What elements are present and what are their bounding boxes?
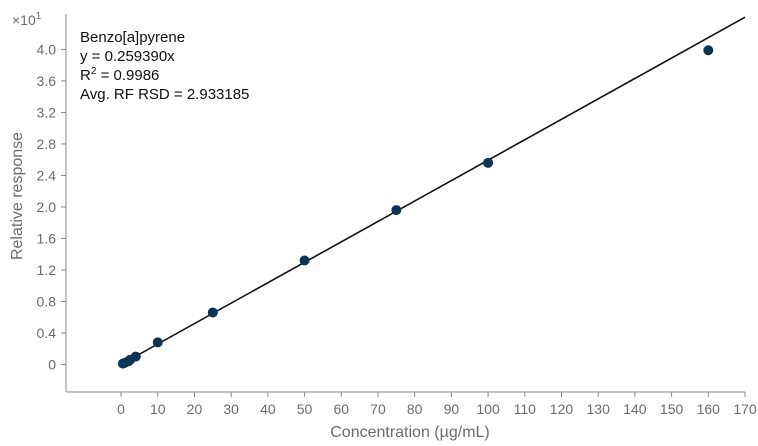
y-tick-label: 0 bbox=[48, 356, 56, 372]
y-tick-label: 2.8 bbox=[37, 136, 57, 152]
x-tick-label: 120 bbox=[550, 401, 574, 417]
y-axis-title: Relative response bbox=[9, 132, 26, 260]
x-tick-label: 140 bbox=[623, 401, 647, 417]
annotation-r2-prefix: R bbox=[80, 67, 91, 84]
x-tick-label: 110 bbox=[514, 401, 537, 417]
data-point bbox=[391, 205, 402, 216]
x-tick-label: 10 bbox=[150, 401, 166, 417]
annotation-r2: R2 = 0.9986 bbox=[80, 66, 159, 84]
x-tick-label: 90 bbox=[444, 401, 460, 417]
x-tick-label: 50 bbox=[297, 401, 313, 417]
x-tick-label: 130 bbox=[587, 401, 611, 417]
y-tick-label: 1.2 bbox=[37, 262, 57, 278]
y-tick-label: 3.6 bbox=[37, 73, 57, 89]
x-tick-label: 170 bbox=[733, 401, 757, 417]
data-point bbox=[130, 351, 141, 362]
y-multiplier: ×101 bbox=[12, 11, 42, 28]
y-tick-label: 2.0 bbox=[37, 199, 57, 215]
data-point bbox=[299, 255, 310, 266]
data-point bbox=[703, 45, 714, 56]
tick-labels: 0 0.4 0.8 1.2 1.6 2.0 2.4 2.8 3.2 3.6 4.0 0 10 20 30 40… bbox=[37, 41, 757, 417]
x-tick-label: 100 bbox=[476, 401, 500, 417]
x-tick-label: 70 bbox=[370, 401, 386, 417]
x-tick-label: 150 bbox=[660, 401, 684, 417]
data-point bbox=[152, 337, 163, 348]
y-multiplier-exponent: 1 bbox=[36, 11, 42, 22]
annotation-r2-value: = 0.9986 bbox=[96, 67, 159, 84]
y-tick-label: 4.0 bbox=[37, 41, 57, 57]
y-tick-label: 0.8 bbox=[37, 293, 57, 309]
y-tick-label: 3.2 bbox=[37, 104, 57, 120]
x-tick-label: 30 bbox=[223, 401, 239, 417]
y-multiplier-base: ×10 bbox=[12, 12, 36, 28]
y-tick-label: 1.6 bbox=[37, 230, 57, 246]
data-point bbox=[483, 157, 494, 168]
x-tick-label: 20 bbox=[187, 401, 203, 417]
x-tick-label: 80 bbox=[407, 401, 423, 417]
data-points bbox=[117, 45, 714, 369]
x-axis-title: Concentration (µg/mL) bbox=[330, 424, 490, 441]
annotation-equation: y = 0.259390x bbox=[80, 48, 175, 65]
y-tick-label: 0.4 bbox=[37, 325, 57, 341]
fit-line-group bbox=[120, 16, 746, 366]
annotation-rsd: Avg. RF RSD = 2.933185 bbox=[80, 86, 249, 103]
x-tick-label: 60 bbox=[333, 401, 349, 417]
fit-line bbox=[120, 16, 746, 366]
x-tick-label: 160 bbox=[697, 401, 721, 417]
axes bbox=[61, 14, 746, 397]
data-point bbox=[207, 307, 218, 318]
annotation-r2-sup: 2 bbox=[91, 66, 97, 77]
x-tick-label: 0 bbox=[117, 401, 125, 417]
y-tick-label: 2.4 bbox=[37, 167, 57, 183]
annotation-compound: Benzo[a]pyrene bbox=[80, 29, 185, 46]
x-tick-label: 40 bbox=[260, 401, 276, 417]
